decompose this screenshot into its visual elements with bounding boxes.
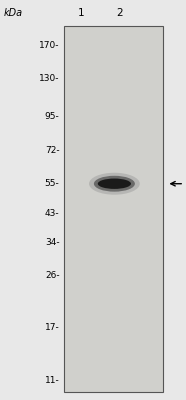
Ellipse shape [94,176,135,192]
Text: 1: 1 [78,8,84,18]
Text: 95-: 95- [45,112,60,122]
Text: 17-: 17- [45,323,60,332]
Text: kDa: kDa [4,8,23,18]
Text: 72-: 72- [45,146,60,155]
Text: 11-: 11- [45,376,60,385]
Ellipse shape [89,173,140,195]
Ellipse shape [98,178,131,189]
Text: 2: 2 [117,8,123,18]
Text: 34-: 34- [45,238,60,247]
Text: 130-: 130- [39,74,60,83]
Text: 170-: 170- [39,41,60,50]
Text: 43-: 43- [45,209,60,218]
Text: 26-: 26- [45,271,60,280]
Text: 55-: 55- [45,179,60,188]
Bar [64,26,163,392]
